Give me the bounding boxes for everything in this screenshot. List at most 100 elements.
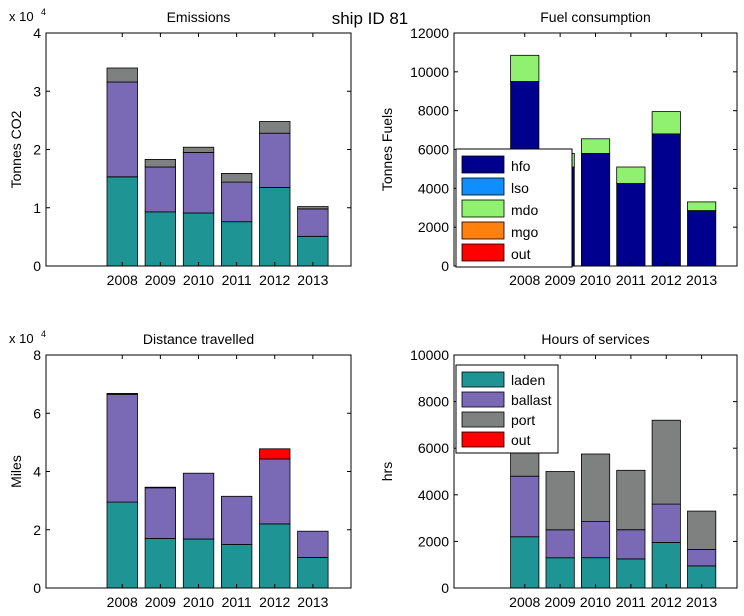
bar-2008-series-1 — [106, 393, 138, 503]
y-tick-label: 10000 — [410, 347, 449, 363]
bar-2012-series-1 — [259, 458, 291, 525]
x-tick-label: 2010 — [183, 272, 214, 288]
y-tick-label: 0 — [441, 258, 449, 274]
bar-2010-series-0 — [581, 152, 611, 267]
y-axis-label: hrs — [379, 462, 395, 481]
bar-2011-series-0 — [220, 221, 253, 267]
y-tick-label: 1 — [33, 200, 41, 216]
bar-2009-series-0 — [144, 538, 177, 589]
legend-swatch-port — [461, 411, 505, 428]
bar-2010-series-2 — [581, 453, 611, 522]
bar-2011-series-2 — [220, 172, 253, 183]
bar-2012-series-0 — [259, 186, 291, 267]
x-tick-label: 2013 — [686, 272, 717, 288]
bar-2009-series-2 — [144, 486, 177, 489]
bar-2013-series-2 — [687, 510, 717, 550]
legend-label-out: out — [511, 246, 531, 262]
bar-2013-series-1 — [297, 208, 329, 237]
bar-2009-series-0 — [144, 211, 177, 267]
y-tick-label: 4 — [33, 464, 41, 480]
legend-swatch-mgo — [461, 221, 505, 240]
bar-2009-series-2 — [144, 158, 177, 168]
x-tick-label: 2010 — [580, 272, 611, 288]
x-tick-label: 2013 — [297, 594, 328, 610]
bar-2010-series-0 — [182, 538, 215, 589]
x-tick-label: 2009 — [145, 594, 176, 610]
x-tick-label: 2008 — [107, 594, 138, 610]
bar-2010-series-1 — [581, 521, 611, 559]
chart-title: Emissions — [167, 9, 231, 25]
bar-2009-series-1 — [144, 487, 177, 539]
bar-2013-series-2 — [297, 206, 329, 210]
figure-title: ship ID 81 — [331, 9, 409, 28]
bar-2011-series-2 — [616, 469, 646, 531]
bar-2013-series-1 — [687, 549, 717, 567]
bar-2010-series-2 — [581, 138, 611, 154]
legend-label-ballast: ballast — [511, 392, 552, 408]
x-tick-label: 2011 — [222, 272, 252, 288]
bar-2010-series-1 — [182, 151, 215, 214]
y-tick-label: 8 — [33, 347, 41, 363]
bar-2013-series-0 — [687, 210, 717, 267]
bar-2008-series-1 — [510, 475, 540, 538]
legend-swatch-out — [461, 243, 505, 262]
bar-2013-series-1 — [297, 530, 329, 558]
legend-swatch-hfo — [461, 155, 505, 174]
y-axis-label: Tonnes CO2 — [8, 110, 24, 188]
legend-label-laden: laden — [511, 372, 545, 388]
y-axis-label: Tonnes Fuels — [379, 108, 395, 191]
x-tick-label: 2013 — [686, 594, 717, 610]
bar-2008-series-0 — [106, 501, 138, 589]
legend: laden ballast port out — [455, 364, 559, 454]
bar-2012-series-3 — [259, 448, 291, 460]
bar-2009-series-1 — [144, 166, 177, 213]
bar-2011-series-0 — [220, 543, 253, 589]
x-tick-label: 2008 — [509, 272, 540, 288]
bar-2011-series-1 — [220, 495, 253, 545]
bar-2010-series-1 — [182, 472, 215, 540]
chart-title: Distance travelled — [143, 331, 254, 347]
bar-2012-series-1 — [651, 503, 681, 543]
x-tick-label: 2010 — [183, 594, 214, 610]
y-tick-label: 4 — [33, 25, 41, 41]
exponent-power: 4 — [41, 329, 46, 339]
x-tick-label: 2009 — [545, 594, 576, 610]
legend-label-hfo: hfo — [511, 158, 531, 174]
y-tick-label: 0 — [33, 258, 41, 274]
legend-label-lso: lso — [511, 180, 529, 196]
y-tick-label: 8000 — [418, 394, 449, 410]
y-axis-label: Miles — [8, 455, 24, 488]
y-tick-label: 12000 — [410, 25, 449, 41]
exponent-power: 4 — [41, 7, 46, 17]
y-tick-label: 3 — [33, 83, 41, 99]
chart-3: 0 2000 4000 6000 8000 10000 2008 2009 2010 2011 20… — [379, 331, 738, 610]
bar-2012-series-0 — [259, 523, 291, 589]
bar-2013-series-0 — [297, 235, 329, 267]
x-tick-label: 2008 — [509, 594, 540, 610]
bar-2008-series-1 — [106, 81, 138, 178]
y-tick-label: 2000 — [418, 533, 449, 549]
chart-title: Hours of services — [541, 331, 649, 347]
bar-2012-series-2 — [651, 419, 681, 505]
exponent-label: x 10 — [9, 9, 34, 24]
chart-1: 0 2000 4000 6000 8000 10000 12000 2008 2009 2010 2… — [379, 9, 738, 288]
legend-swatch-out — [461, 431, 505, 448]
bar-2008-series-2 — [106, 67, 138, 83]
legend-swatch-laden — [461, 371, 505, 388]
bar-2012-series-2 — [651, 111, 681, 135]
x-tick-label: 2012 — [651, 272, 682, 288]
y-tick-label: 6000 — [418, 142, 449, 158]
bar-2011-series-0 — [616, 558, 646, 589]
y-tick-label: 2 — [33, 142, 41, 158]
y-tick-label: 6000 — [418, 440, 449, 456]
y-tick-label: 0 — [441, 580, 449, 596]
bar-2009-series-1 — [545, 529, 575, 559]
legend-swatch-mdo — [461, 199, 505, 218]
y-tick-label: 4000 — [418, 487, 449, 503]
x-tick-label: 2013 — [297, 272, 328, 288]
x-tick-label: 2012 — [259, 272, 290, 288]
exponent-label: x 10 — [9, 331, 34, 346]
x-tick-label: 2011 — [616, 272, 646, 288]
chart-title: Fuel consumption — [540, 9, 651, 25]
